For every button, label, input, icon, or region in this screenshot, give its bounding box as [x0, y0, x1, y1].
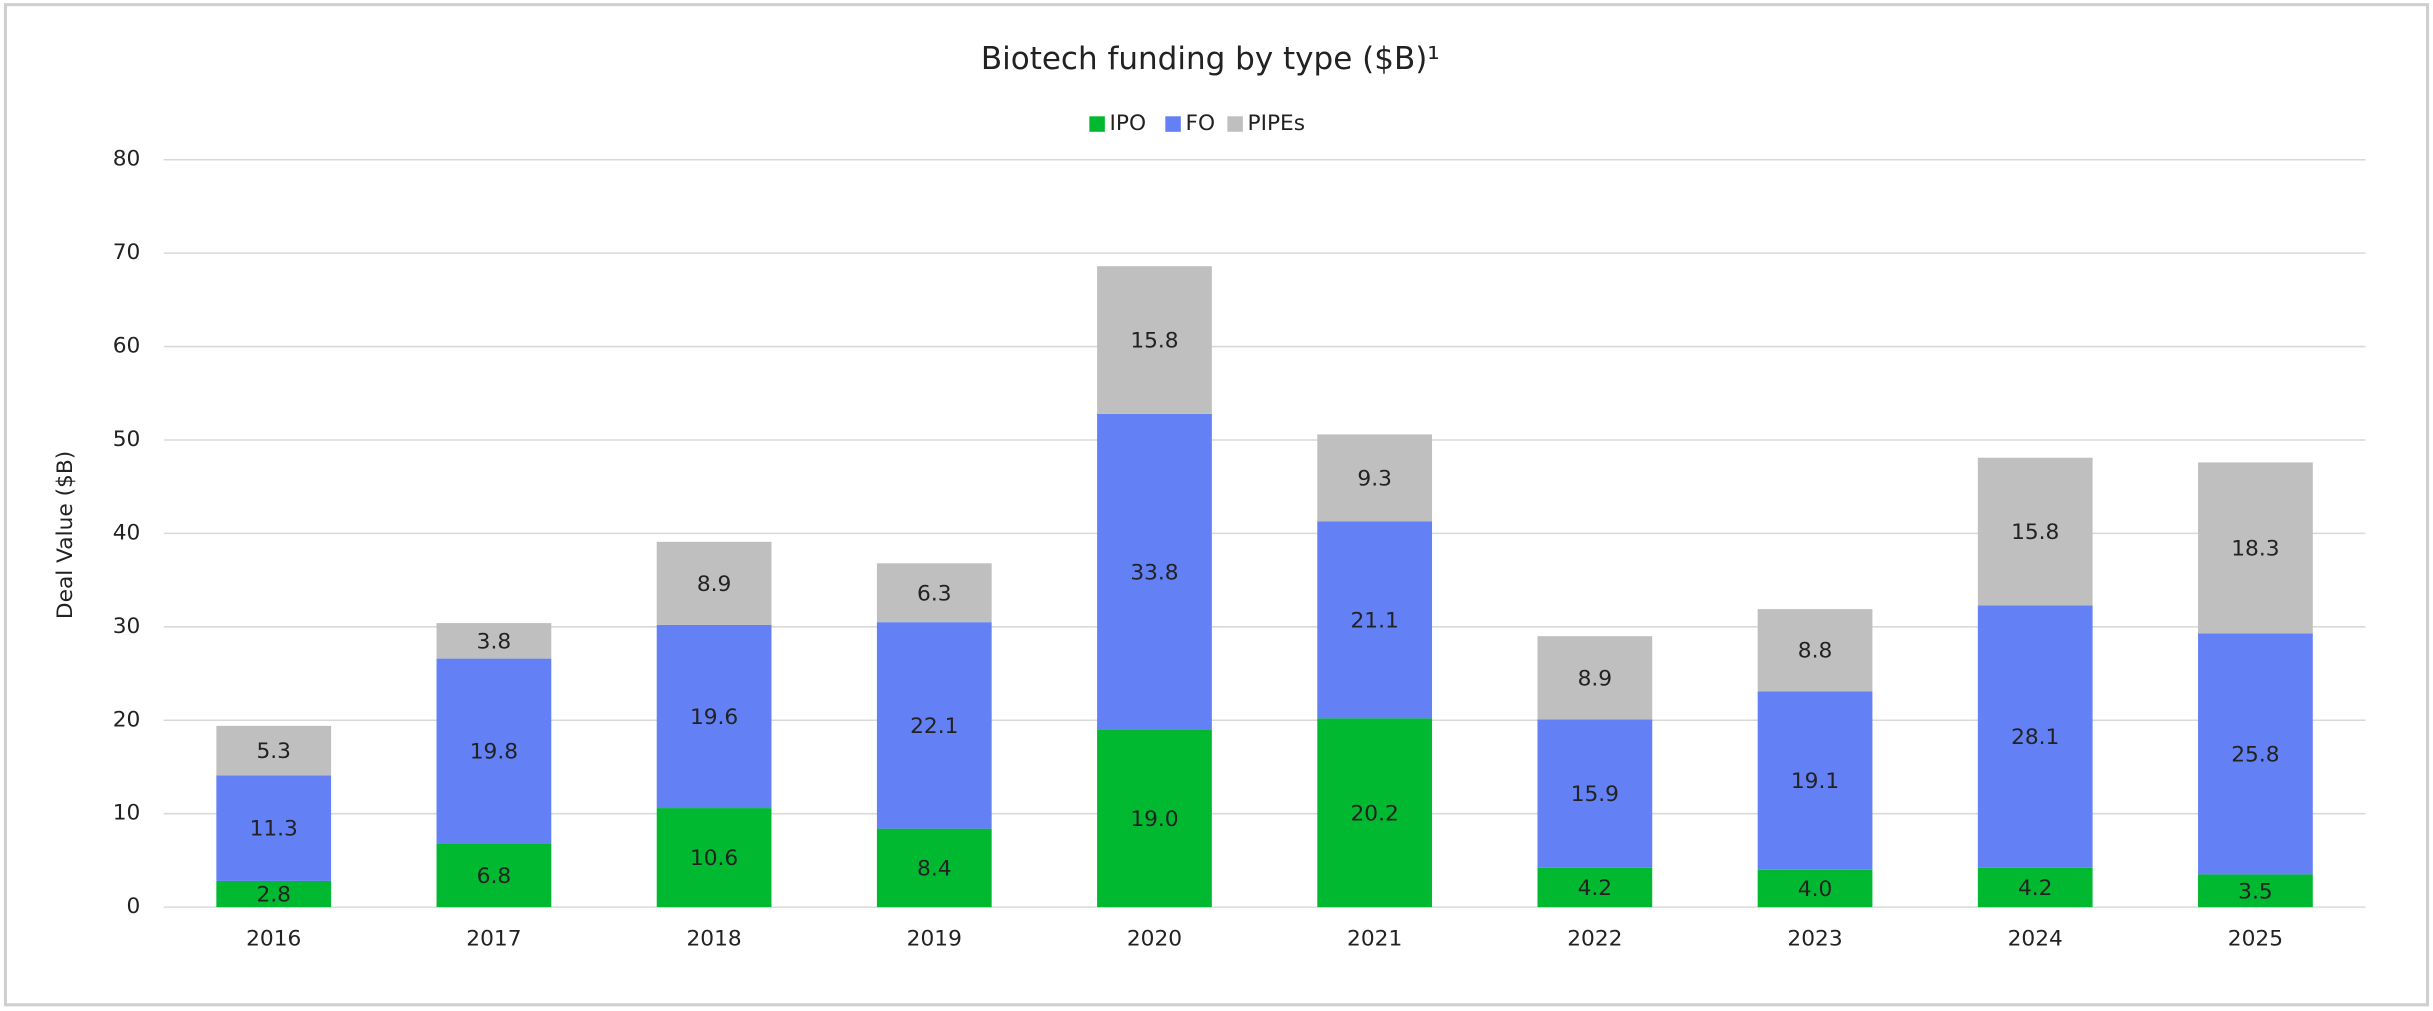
- data-label: 28.1: [2011, 725, 2059, 750]
- bar-segment: [876, 828, 992, 908]
- data-label: 9.3: [1357, 466, 1392, 491]
- bar-segment: [656, 541, 772, 625]
- bar-segment: [2198, 633, 2313, 875]
- x-tick-label: 2017: [466, 927, 521, 952]
- data-label: 8.9: [697, 572, 732, 597]
- legend-label: IPO: [1110, 111, 1147, 136]
- bar-segment: [436, 623, 552, 659]
- legend-label: PIPEs: [1248, 111, 1306, 136]
- bar-segment: [216, 880, 332, 908]
- x-tick-label: 2018: [686, 927, 741, 952]
- data-label: 4.2: [2018, 876, 2053, 901]
- data-label: 5.3: [256, 739, 290, 764]
- bar-segment: [1097, 266, 1212, 414]
- data-label: 21.1: [1351, 608, 1399, 633]
- x-tick-label: 2024: [2008, 927, 2063, 952]
- data-label: 8.9: [1578, 666, 1613, 691]
- bar-segment: [1977, 457, 2093, 606]
- data-label: 20.2: [1351, 801, 1399, 826]
- data-label: 10.6: [690, 846, 738, 871]
- data-label: 2.8: [256, 883, 290, 908]
- data-label: 33.8: [1130, 560, 1178, 585]
- bar-segment: [876, 563, 992, 623]
- bar-segment: [436, 658, 552, 844]
- bar-segment: [876, 622, 992, 829]
- bar-segment: [1537, 636, 1653, 720]
- y-tick-label: 70: [113, 240, 141, 265]
- data-label: 3.8: [477, 629, 512, 654]
- data-label: 19.8: [470, 740, 518, 765]
- bar-segment: [216, 725, 332, 776]
- legend-swatch: [1227, 116, 1243, 132]
- bar-segment: [1757, 609, 1873, 692]
- bar-segment: [1097, 729, 1212, 908]
- y-tick-label: 50: [113, 427, 141, 452]
- data-label: 11.3: [250, 817, 298, 842]
- bar-segment: [1757, 691, 1873, 870]
- data-label: 4.2: [1578, 876, 1613, 901]
- data-label: 4.0: [1798, 877, 1833, 902]
- data-label: 25.8: [2231, 742, 2279, 767]
- x-tick-label: 2019: [907, 927, 962, 952]
- bar-segment: [1757, 869, 1873, 908]
- bar-segment: [216, 775, 332, 881]
- data-label: 19.6: [690, 705, 738, 730]
- bar-segment: [1317, 434, 1433, 522]
- bar-segment: [1317, 521, 1433, 719]
- bar-segment: [436, 843, 552, 908]
- bar-segment: [1097, 413, 1212, 730]
- data-label: 19.0: [1130, 807, 1178, 832]
- bar-segment: [1977, 605, 2093, 868]
- bar-segment: [1537, 867, 1653, 908]
- x-tick-label: 2025: [2228, 927, 2283, 952]
- x-tick-label: 2020: [1127, 927, 1182, 952]
- data-label: 3.5: [2238, 879, 2273, 904]
- y-tick-label: 80: [113, 147, 141, 172]
- data-label: 8.8: [1798, 639, 1833, 664]
- x-tick-label: 2022: [1567, 927, 1622, 952]
- legend-swatch: [1165, 116, 1181, 132]
- data-label: 18.3: [2231, 536, 2279, 561]
- bar-segment: [1537, 719, 1653, 868]
- bar-segment: [1977, 867, 2093, 908]
- bar-segment: [2198, 462, 2313, 634]
- y-axis-label: Deal Value ($B): [53, 451, 78, 619]
- data-label: 6.3: [917, 581, 952, 606]
- y-tick-label: 60: [113, 334, 141, 359]
- data-label: 15.8: [2011, 520, 2059, 545]
- legend-label: FO: [1185, 111, 1215, 136]
- y-tick-label: 10: [113, 801, 141, 826]
- data-label: 19.1: [1791, 769, 1839, 794]
- data-label: 22.1: [910, 714, 958, 739]
- chart-title: Biotech funding by type ($B)¹: [981, 41, 1440, 77]
- legend-swatch: [1089, 116, 1105, 132]
- bar-segment: [656, 808, 772, 908]
- y-tick-label: 30: [113, 614, 141, 639]
- bar-segment: [2198, 874, 2313, 908]
- x-tick-label: 2023: [1787, 927, 1842, 952]
- data-label: 15.8: [1130, 329, 1178, 354]
- y-tick-label: 0: [127, 894, 141, 919]
- data-label: 8.4: [917, 856, 952, 881]
- bar-segment: [656, 624, 772, 809]
- data-label: 6.8: [477, 864, 512, 889]
- x-tick-label: 2016: [246, 927, 301, 952]
- bar-segment: [1317, 718, 1433, 908]
- y-tick-label: 20: [113, 707, 141, 732]
- y-tick-label: 40: [113, 520, 141, 545]
- data-label: 15.9: [1571, 782, 1619, 807]
- x-tick-label: 2021: [1347, 927, 1402, 952]
